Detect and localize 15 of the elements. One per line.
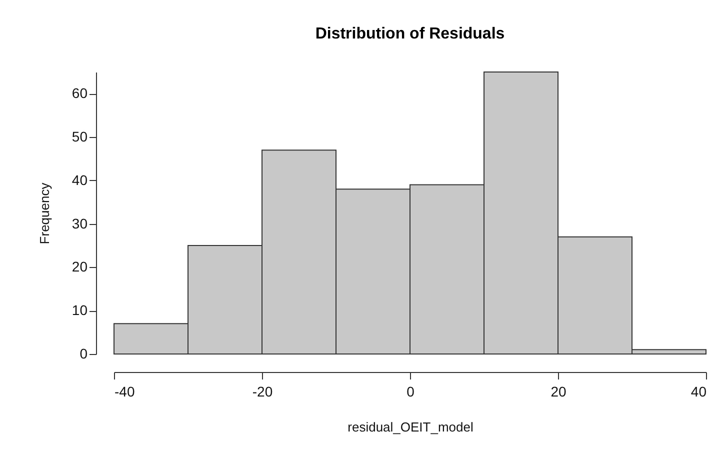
x-tick-label: 20 — [550, 384, 566, 400]
y-tick-label: 0 — [80, 346, 88, 362]
x-tick-label: 40 — [690, 384, 707, 400]
y-tick-label: 60 — [72, 85, 88, 102]
y-tick-label: 20 — [72, 258, 88, 275]
y-tick-label: 30 — [72, 215, 88, 232]
y-tick-label: 10 — [72, 302, 88, 318]
y-tick-label: 50 — [72, 128, 88, 145]
x-tick-label: -40 — [114, 384, 135, 400]
y-axis-title: Frequency — [36, 182, 52, 244]
chart-title: Distribution of Residuals — [315, 26, 505, 42]
x-axis-title: residual_OEIT_model — [348, 420, 474, 434]
x-tick-label: -20 — [252, 384, 273, 400]
y-tick-label: 40 — [72, 172, 88, 188]
x-tick-label: 0 — [406, 384, 415, 400]
